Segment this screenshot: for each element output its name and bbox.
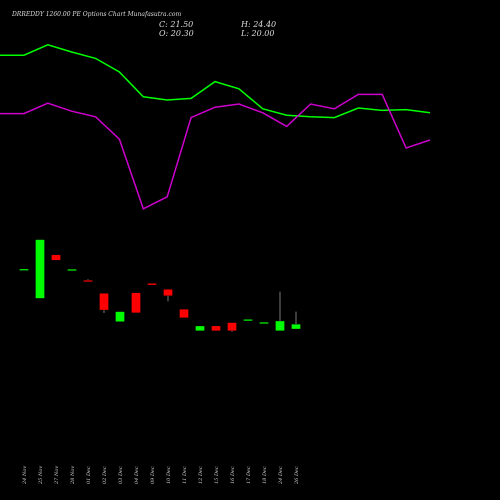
chart-title: DRREDDY 1260.00 PE Options Chart Munafas… — [11, 11, 181, 18]
candle-body-15-dec — [211, 325, 221, 331]
date-label: 03 Dec — [118, 466, 124, 484]
date-label: 25 Nov — [38, 466, 44, 485]
candle-body-12-dec — [195, 325, 205, 331]
date-label: 09 Dec — [150, 466, 156, 484]
candle-body-17-dec — [243, 319, 253, 322]
candle-body-02-dec — [99, 293, 109, 311]
candle-body-11-dec — [179, 309, 189, 318]
date-label: 28 Nov — [70, 466, 76, 485]
date-label: 02 Dec — [102, 466, 108, 484]
candle-body-16-dec — [227, 322, 237, 331]
close-value: C: 21.50 — [159, 20, 193, 29]
candles-group — [19, 239, 301, 332]
date-label: 04 Dec — [134, 466, 140, 484]
candle-body-04-dec — [131, 292, 141, 313]
date-label: 15 Dec — [214, 466, 220, 484]
candle-body-24-nov — [19, 268, 29, 271]
candle-body-10-dec — [163, 289, 173, 296]
candle-body-24-dec — [275, 320, 285, 331]
candle-body-09-dec — [147, 283, 157, 286]
date-label: 24 Dec — [278, 466, 284, 485]
lower-band-line — [0, 93, 431, 210]
high-value: H: 24.40 — [240, 20, 276, 29]
date-label: 01 Dec — [86, 466, 92, 484]
date-label: 12 Dec — [198, 466, 204, 484]
candle-body-28-nov — [67, 269, 77, 271]
candle-body-01-dec — [83, 280, 93, 282]
date-label: 27 Nov — [54, 466, 60, 485]
date-label: 10 Dec — [166, 466, 172, 484]
candle-body-27-nov — [51, 254, 61, 261]
candle-body-18-dec — [259, 322, 269, 324]
date-label: 17 Dec — [246, 466, 252, 484]
low-value: L: 20.00 — [240, 29, 274, 38]
candle-body-03-dec — [115, 311, 125, 322]
date-labels: 24 Nov 25 Nov 27 Nov 28 Nov 01 Dec 02 Dec 03 D… — [22, 466, 300, 485]
date-label: 11 Dec — [182, 466, 188, 484]
date-label: 24 Nov — [22, 466, 28, 485]
date-label: 26 Dec — [294, 466, 300, 485]
candle-body-25-nov — [35, 239, 45, 299]
date-label: 16 Dec — [230, 466, 236, 484]
open-value: O: 20.30 — [159, 29, 194, 38]
candle-body-26-dec — [291, 324, 301, 330]
upper-band-line — [0, 44, 431, 119]
date-label: 18 Dec — [262, 466, 268, 484]
